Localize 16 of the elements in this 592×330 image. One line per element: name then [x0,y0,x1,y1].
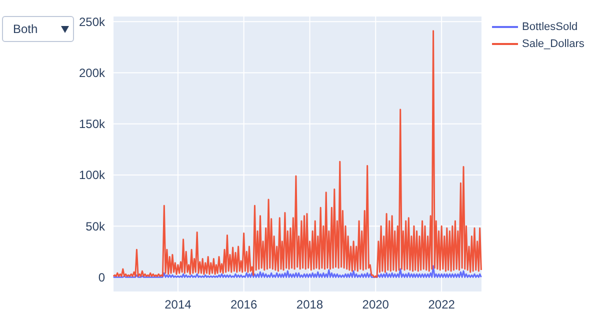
y-tick-label: 0 [98,270,106,284]
y-tick-label: 100k [78,168,106,182]
x-tick-label: 2016 [230,298,258,312]
x-tick-label: 2014 [164,298,192,312]
y-tick-label: 250k [78,14,106,29]
y-tick-label: 150k [78,117,106,132]
y-tick-label: 200k [78,66,106,80]
line-series [113,265,482,278]
x-tick-label: 2018 [296,298,324,312]
dropdown-menu: Both [2,16,74,42]
legend-label: BottlesSold [522,20,578,32]
legend-label: Sale_Dollars [522,38,584,50]
x-tick-label: 2020 [362,298,390,312]
line-series [113,30,482,278]
x-tick-label: 2022 [428,298,456,312]
y-tick-label: 50k [86,219,106,234]
